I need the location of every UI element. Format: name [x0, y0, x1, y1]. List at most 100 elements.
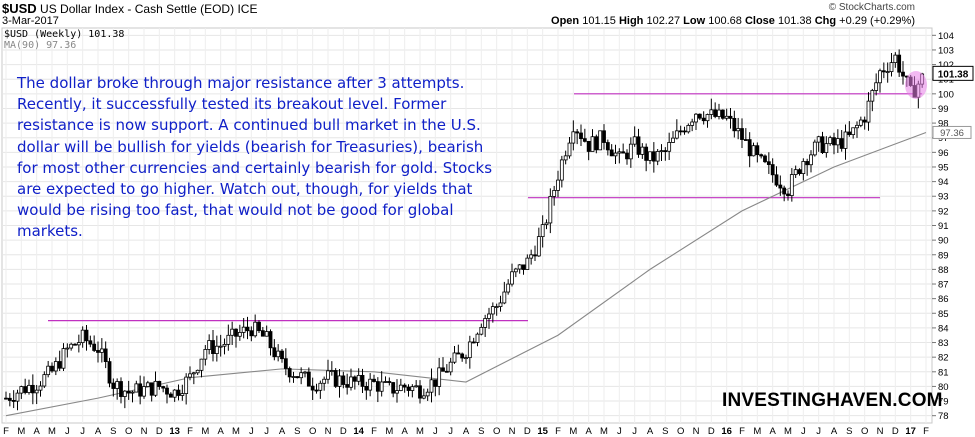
candle-body	[30, 384, 35, 394]
price-candle	[38, 381, 43, 397]
price-candle	[214, 335, 219, 362]
x-tick-label: J	[433, 426, 438, 437]
price-candle	[594, 134, 599, 154]
candle-body	[525, 257, 530, 270]
price-candle	[901, 61, 905, 85]
candle-body	[333, 370, 338, 387]
candle-body	[644, 146, 649, 161]
x-tick-label: A	[95, 426, 102, 437]
candle-body	[96, 350, 100, 353]
price-candle	[786, 190, 790, 201]
candle-body	[839, 138, 844, 149]
candle-body	[828, 137, 833, 145]
x-tick-label: S	[294, 426, 300, 437]
candle-body	[57, 361, 62, 369]
x-tick-label: 16	[721, 426, 732, 437]
x-tick-label: J	[448, 426, 453, 437]
x-tick-label: N	[509, 426, 516, 437]
price-candle	[778, 175, 783, 196]
chart-legend: $USD (Weekly) 101.38 MA(90) 97.36	[4, 29, 124, 51]
candle-body	[870, 90, 875, 102]
price-candle	[464, 354, 468, 364]
candle-body	[161, 386, 166, 389]
y-tick-label: 79	[938, 397, 949, 408]
price-candle	[793, 165, 798, 178]
price-candle	[253, 314, 258, 338]
candle-body	[4, 397, 8, 400]
x-tick-label: D	[156, 426, 163, 437]
y-tick-label: 82	[938, 353, 949, 364]
price-candle	[648, 151, 652, 165]
candle-body	[349, 376, 353, 388]
price-candle	[168, 392, 173, 398]
price-candle	[318, 380, 323, 399]
price-candle	[264, 325, 269, 337]
candle-body	[410, 386, 415, 391]
candle-body	[843, 131, 848, 149]
candle-body	[464, 357, 468, 360]
candle-body	[556, 179, 560, 191]
candle-body	[889, 62, 894, 73]
candle-body	[575, 131, 580, 134]
price-candle	[640, 143, 645, 159]
candle-body	[345, 384, 350, 388]
price-candle	[632, 126, 637, 147]
price-candle	[774, 166, 779, 187]
x-tick-label: O	[861, 426, 868, 437]
y-tick-label: 89	[938, 250, 949, 261]
candle-body	[878, 70, 882, 84]
price-candle	[740, 118, 744, 149]
price-candle	[824, 136, 829, 158]
price-candle	[425, 388, 430, 401]
x-tick-label: O	[493, 426, 500, 437]
price-bars	[4, 49, 925, 411]
price-candle	[61, 343, 66, 371]
candle-body	[268, 331, 273, 349]
price-candle	[659, 144, 664, 161]
price-candle	[755, 142, 760, 163]
candle-body	[448, 361, 453, 373]
candle-body	[536, 236, 541, 257]
price-candle	[379, 371, 384, 397]
price-candle	[73, 343, 77, 346]
price-candle	[525, 254, 530, 270]
candle-body	[717, 109, 721, 117]
candle-body	[130, 391, 135, 394]
y-tick-label: 84	[938, 323, 949, 334]
brand-watermark: INVESTINGHAVEN.COM	[722, 390, 943, 411]
candle-body	[510, 271, 514, 285]
price-candle	[644, 143, 649, 172]
x-tick-label: F	[555, 426, 561, 437]
candle-body	[414, 385, 419, 388]
candle-body	[782, 187, 787, 195]
x-tick-label: A	[647, 426, 654, 437]
price-candle	[835, 129, 840, 153]
exchange: ICE	[237, 2, 258, 16]
price-candle	[770, 158, 775, 183]
candle-body	[360, 374, 365, 387]
candle-body	[724, 115, 729, 119]
candle-body	[34, 389, 39, 394]
price-candle	[812, 139, 817, 157]
candle-body	[383, 381, 388, 383]
price-candle	[602, 124, 606, 150]
candle-body	[812, 141, 817, 156]
x-tick-label: D	[892, 426, 899, 437]
y-tick-label: 78	[938, 411, 949, 422]
candle-body	[862, 119, 867, 123]
price-candle	[567, 137, 572, 159]
x-tick-label: M	[48, 426, 56, 437]
price-candle	[487, 307, 491, 329]
price-candle	[697, 113, 702, 121]
price-candle	[586, 140, 591, 161]
candle-body	[594, 136, 599, 151]
price-candle	[582, 128, 587, 143]
price-candle	[678, 125, 683, 136]
candle-body	[199, 358, 204, 371]
price-candle	[245, 316, 250, 340]
y-tick-label: 102	[938, 60, 954, 71]
price-candle	[364, 381, 369, 400]
price-candle	[502, 281, 507, 305]
price-candle	[820, 131, 825, 154]
candle-body	[778, 184, 783, 189]
